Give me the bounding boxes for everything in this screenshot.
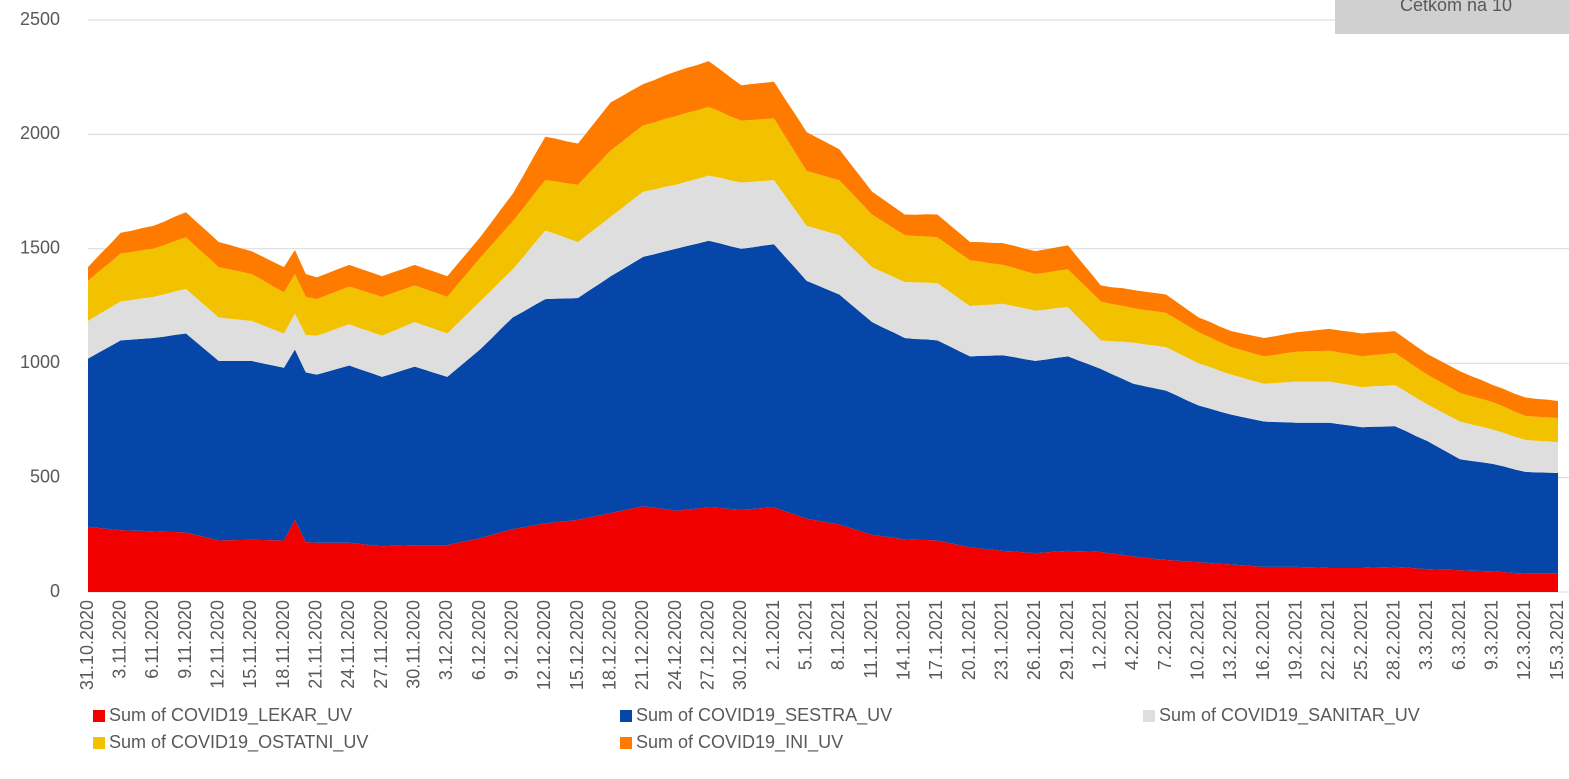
- area: [88, 175, 1558, 474]
- note: Četkom na 10: [1400, 0, 1512, 15]
- legend-label: Sum of COVID19_INI_UV: [636, 732, 843, 753]
- x-tick-label: 6.3.2021: [1449, 600, 1469, 670]
- legend-swatch: [620, 710, 632, 722]
- y-tick-label: 0: [50, 581, 60, 601]
- x-tick-label: 23.1.2021: [991, 600, 1011, 680]
- x-tick-label: 27.11.2020: [371, 600, 391, 689]
- area: [88, 506, 1558, 592]
- x-tick-label: 19.2.2021: [1285, 600, 1305, 680]
- x-tick-label: 2.1.2021: [763, 600, 783, 670]
- x-tick-label: 16.2.2021: [1253, 600, 1273, 680]
- x-tick-label: 1.2.2021: [1089, 600, 1109, 670]
- labels: 0 500 1000 1500 2000 2500 31.10.2020 3.11.2020 6…: [20, 9, 1567, 690]
- x-tick-label: 13.2.2021: [1220, 600, 1240, 680]
- y-tick-label: 2000: [20, 123, 60, 143]
- legend-label: Sum of COVID19_SESTRA_UV: [636, 705, 892, 726]
- x-tick-label: 24.11.2020: [338, 600, 358, 689]
- x-tick-label: 21.12.2020: [632, 600, 652, 690]
- x-tick-label: 30.11.2020: [403, 600, 423, 689]
- x-tick-label: 18.11.2020: [273, 600, 293, 689]
- area: [88, 106, 1558, 443]
- x-tick-label: 12.11.2020: [207, 600, 227, 689]
- legend-swatch: [620, 737, 632, 749]
- x-tick-label: 15.3.2021: [1547, 600, 1567, 680]
- x-tick-label: 10.2.2021: [1187, 600, 1207, 680]
- x-tick-label: 25.2.2021: [1351, 600, 1371, 680]
- x-tick-label: 30.12.2020: [730, 600, 750, 690]
- x-tick-label: 4.2.2021: [1122, 600, 1142, 670]
- x-tick-label: 11.1.2021: [861, 600, 881, 679]
- x-tick-label: 18.12.2020: [599, 600, 619, 690]
- x-tick-label: 6.11.2020: [142, 600, 162, 679]
- x-tick-label: 15.11.2020: [240, 600, 260, 689]
- x-tick-label: 9.3.2021: [1481, 600, 1501, 670]
- x-tick-label: 26.1.2021: [1024, 600, 1044, 680]
- x-tick-label: 3.11.2020: [109, 600, 129, 679]
- x-tick-label: 5.1.2021: [795, 600, 815, 670]
- x-tick-label: 28.2.2021: [1383, 600, 1403, 680]
- x-tick-label: 9.11.2020: [175, 600, 195, 679]
- x-tick-label: 9.12.2020: [501, 600, 521, 680]
- legend-label: Sum of COVID19_LEKAR_UV: [109, 705, 352, 726]
- legend-label: Sum of COVID19_SANITAR_UV: [1159, 705, 1420, 726]
- y-tick-label: 1500: [20, 238, 60, 258]
- x-tick-label: 20.1.2021: [959, 600, 979, 680]
- legend-swatch: [93, 710, 105, 722]
- legend-swatch: [93, 737, 105, 749]
- y-tick-label: 500: [30, 466, 60, 486]
- areas: [88, 61, 1558, 592]
- note-box: [1335, 0, 1569, 34]
- area: [88, 240, 1558, 574]
- x-tick-label: 24.12.2020: [665, 600, 685, 690]
- x-tick-label: 17.1.2021: [926, 600, 946, 680]
- x-tick-label: 6.12.2020: [469, 600, 489, 680]
- legend: Sum of COVID19_LEKAR_UV Sum of COVID19_SE…: [93, 705, 1420, 753]
- y-tick-label: 2500: [20, 9, 60, 29]
- legend-label: Sum of COVID19_OSTATNI_UV: [109, 732, 368, 753]
- x-tick-label: 27.12.2020: [697, 600, 717, 690]
- x-tick-label: 3.12.2020: [436, 600, 456, 680]
- y-tick-label: 1000: [20, 352, 60, 372]
- x-tick-label: 14.1.2021: [893, 600, 913, 680]
- x-tick-label: 12.12.2020: [534, 600, 554, 690]
- x-tick-label: 7.2.2021: [1155, 600, 1175, 670]
- x-tick-label: 22.2.2021: [1318, 600, 1338, 680]
- legend-swatch: [1143, 710, 1155, 722]
- x-tick-label: 15.12.2020: [567, 600, 587, 690]
- x-tick-label: 29.1.2021: [1057, 600, 1077, 680]
- x-tick-label: 21.11.2020: [305, 600, 325, 689]
- x-tick-label: 12.3.2021: [1514, 600, 1534, 680]
- x-tick-label: 8.1.2021: [828, 600, 848, 670]
- x-tick-label: 3.3.2021: [1416, 600, 1436, 670]
- x-tick-label: 31.10.2020: [77, 600, 97, 690]
